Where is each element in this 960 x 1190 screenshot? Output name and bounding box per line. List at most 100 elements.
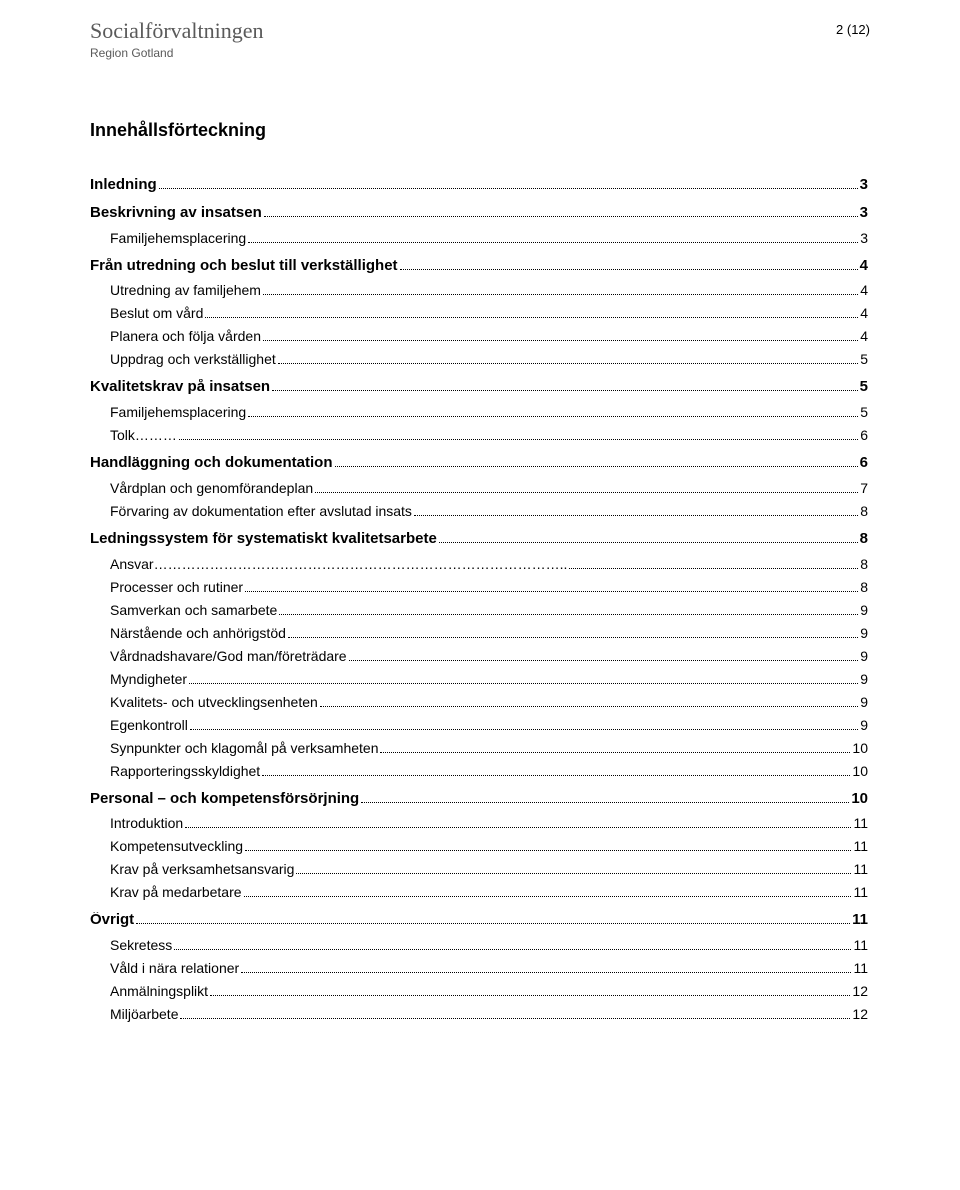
- toc-leader: [272, 390, 858, 391]
- toc-leader: [320, 706, 858, 707]
- toc-entry-page: 10: [852, 764, 868, 779]
- document-page: Socialförvaltningen Region Gotland 2 (12…: [0, 0, 960, 1190]
- toc-leader: [278, 363, 858, 364]
- header-org-name: Socialförvaltningen: [90, 18, 264, 44]
- toc-entry-page: 9: [860, 718, 868, 733]
- toc-entry-label: Personal – och kompetensförsörjning: [90, 791, 359, 807]
- toc-leader: [248, 416, 858, 417]
- toc-entry-page: 5: [860, 405, 868, 420]
- toc-entry-label: Myndigheter: [110, 672, 187, 687]
- toc-leader: [244, 896, 852, 897]
- toc-entry-page: 4: [860, 306, 868, 321]
- toc-leader: [179, 439, 858, 440]
- toc-entry-page: 12: [852, 1007, 868, 1022]
- toc-leader: [335, 466, 858, 467]
- toc-leader: [263, 340, 858, 341]
- toc-entry-label: Närstående och anhörigstöd: [110, 626, 286, 641]
- toc-entry-label: Tolk………: [110, 428, 177, 443]
- toc-leader: [136, 923, 850, 924]
- toc-entry: Ansvar…………………………………………………………………………….. 8: [90, 557, 868, 572]
- toc-entry-label: Egenkontroll: [110, 718, 188, 733]
- toc-leader: [400, 269, 858, 270]
- toc-entry: Handläggning och dokumentation 6: [90, 455, 868, 471]
- toc-leader: [248, 242, 858, 243]
- toc-entry-label: Vårdplan och genomförandeplan: [110, 481, 313, 496]
- toc-entry-page: 10: [851, 791, 868, 807]
- toc-leader: [380, 752, 850, 753]
- toc-entry: Närstående och anhörigstöd 9: [90, 626, 868, 641]
- header-subtitle: Region Gotland: [90, 46, 264, 60]
- toc-entry: Våld i nära relationer 11: [90, 961, 868, 976]
- toc-leader: [569, 568, 858, 569]
- toc-entry: Tolk……… 6: [90, 428, 868, 443]
- toc-entry: Krav på verksamhetsansvarig 11: [90, 862, 868, 877]
- toc-entry-page: 4: [860, 258, 868, 274]
- toc-entry-page: 3: [860, 231, 868, 246]
- toc-entry-page: 9: [860, 695, 868, 710]
- toc-entry-page: 6: [860, 455, 868, 471]
- toc-entry-page: 3: [860, 177, 868, 193]
- toc-entry-label: Utredning av familjehem: [110, 283, 261, 298]
- toc-leader: [189, 683, 858, 684]
- toc-leader: [349, 660, 859, 661]
- toc-entry: Beslut om vård 4: [90, 306, 868, 321]
- toc-leader: [241, 972, 851, 973]
- toc-entry-label: Uppdrag och verkställighet: [110, 352, 276, 367]
- toc-entry-page: 5: [860, 352, 868, 367]
- toc-entry: Familjehemsplacering 5: [90, 405, 868, 420]
- toc-entry: Familjehemsplacering 3: [90, 231, 868, 246]
- toc-entry: Samverkan och samarbete 9: [90, 603, 868, 618]
- toc-entry: Miljöarbete 12: [90, 1007, 868, 1022]
- toc-entry-page: 8: [860, 504, 868, 519]
- toc-entry: Myndigheter 9: [90, 672, 868, 687]
- toc-leader: [279, 614, 858, 615]
- toc-entry-page: 7: [860, 481, 868, 496]
- toc-entry: Rapporteringsskyldighet 10: [90, 764, 868, 779]
- toc-entry-label: Kvalitetskrav på insatsen: [90, 379, 270, 395]
- toc-entry: Personal – och kompetensförsörjning 10: [90, 791, 868, 807]
- toc-entry-page: 11: [853, 816, 868, 831]
- toc-entry-label: Förvaring av dokumentation efter avsluta…: [110, 504, 412, 519]
- toc-entry: Egenkontroll 9: [90, 718, 868, 733]
- toc-entry-page: 3: [860, 205, 868, 221]
- toc-entry-label: Övrigt: [90, 912, 134, 928]
- toc-entry: Inledning 3: [90, 177, 868, 193]
- toc-entry: Kvalitetskrav på insatsen 5: [90, 379, 868, 395]
- toc-entry-label: Sekretess: [110, 938, 172, 953]
- toc-entry: Utredning av familjehem 4: [90, 283, 868, 298]
- toc-entry-label: Anmälningsplikt: [110, 984, 208, 999]
- toc-leader: [361, 802, 849, 803]
- toc-leader: [263, 294, 858, 295]
- toc-entry: Övrigt 11: [90, 912, 868, 928]
- toc-entry: Vårdnadshavare/God man/företrädare 9: [90, 649, 868, 664]
- toc-leader: [185, 827, 851, 828]
- toc-entry-page: 10: [852, 741, 868, 756]
- toc-entry-page: 8: [860, 557, 868, 572]
- toc-leader: [159, 188, 858, 189]
- table-of-contents: Innehållsförteckning Inledning 3Beskrivn…: [90, 120, 870, 1022]
- toc-entry-label: Ansvar……………………………………………………………………………..: [110, 557, 567, 572]
- toc-entry: Förvaring av dokumentation efter avsluta…: [90, 504, 868, 519]
- toc-entry-label: Processer och rutiner: [110, 580, 243, 595]
- toc-entry-label: Introduktion: [110, 816, 183, 831]
- toc-leader: [180, 1018, 850, 1019]
- toc-entry-page: 11: [853, 938, 868, 953]
- toc-entry: Synpunkter och klagomål på verksamheten …: [90, 741, 868, 756]
- toc-leader: [439, 542, 858, 543]
- toc-leader: [288, 637, 858, 638]
- toc-leader: [264, 216, 858, 217]
- toc-entry-label: Familjehemsplacering: [110, 405, 246, 420]
- toc-entry-page: 9: [860, 626, 868, 641]
- toc-entry-page: 11: [853, 885, 868, 900]
- toc-leader: [262, 775, 850, 776]
- toc-entry-page: 11: [853, 862, 868, 877]
- toc-entry-label: Beslut om vård: [110, 306, 203, 321]
- toc-entry: Anmälningsplikt 12: [90, 984, 868, 999]
- toc-entry: Från utredning och beslut till verkställ…: [90, 258, 868, 274]
- toc-entry-page: 9: [860, 672, 868, 687]
- toc-entry-page: 8: [860, 531, 868, 547]
- toc-entry: Sekretess 11: [90, 938, 868, 953]
- toc-entry-page: 8: [860, 580, 868, 595]
- toc-entry-label: Våld i nära relationer: [110, 961, 239, 976]
- toc-entry-label: Kvalitets- och utvecklingsenheten: [110, 695, 318, 710]
